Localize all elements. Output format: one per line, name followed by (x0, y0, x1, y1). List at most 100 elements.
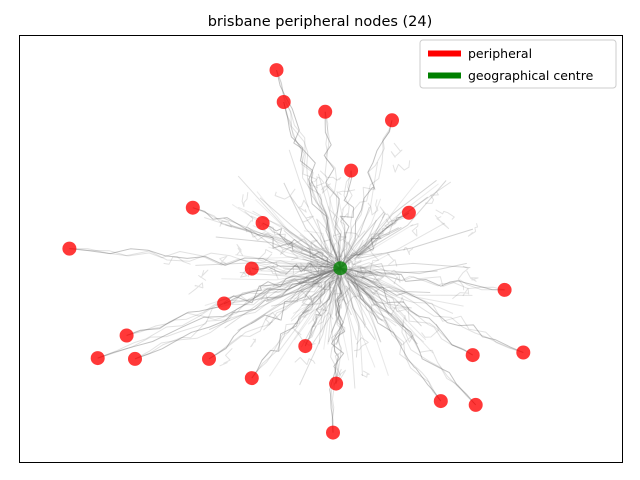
network-edge (341, 287, 352, 316)
network-edge (330, 284, 340, 333)
network-edge (310, 247, 332, 260)
network-edge (298, 199, 310, 213)
network-edge (355, 270, 454, 314)
network-edge (390, 142, 403, 158)
network-edge (188, 282, 204, 295)
peripheral-point (401, 205, 416, 220)
network-edge (235, 254, 328, 266)
network-edge (421, 323, 440, 338)
network-edge (357, 278, 390, 315)
network-edge (339, 267, 477, 406)
network-edge (361, 276, 473, 296)
peripheral-point (468, 397, 483, 412)
network-edge (339, 170, 353, 269)
network-edge (230, 224, 340, 269)
network-edge (327, 274, 339, 345)
network-edge (311, 279, 325, 290)
network-edge (134, 267, 341, 360)
network-edge (321, 183, 332, 194)
network-edge (303, 230, 327, 252)
network-edge (361, 370, 370, 378)
network-edge (340, 267, 524, 353)
network-edge (356, 227, 399, 257)
network-edge (310, 233, 338, 266)
network-edge (294, 356, 316, 366)
geographical-centre-marker (333, 261, 348, 276)
network-edge (356, 180, 447, 257)
network-edge (251, 262, 341, 275)
network-edge (290, 283, 332, 320)
network-edge (204, 217, 333, 268)
network-edge (327, 289, 337, 343)
peripheral-point (202, 351, 216, 366)
network-edge (316, 218, 339, 265)
network-edge (356, 283, 374, 300)
network-edge (370, 302, 378, 321)
network-edge (223, 217, 321, 258)
network-edge (332, 268, 342, 433)
network-edge (262, 222, 341, 269)
network-edge (301, 294, 314, 307)
network-edge (390, 296, 405, 316)
network-edge (192, 207, 341, 269)
network-edge (356, 270, 438, 274)
network-edge (343, 239, 359, 255)
network-edge (397, 308, 407, 328)
network-edge (337, 189, 356, 196)
network-edge (251, 265, 341, 275)
network-edge (239, 268, 327, 277)
network-edge (324, 111, 342, 269)
network-edge (343, 269, 464, 307)
network-edge (357, 283, 403, 346)
network-edge (219, 347, 233, 367)
network-edge (274, 188, 296, 200)
network-edge (392, 160, 411, 173)
network-edge (257, 249, 273, 262)
network-edge (344, 265, 357, 278)
network-edge (347, 228, 381, 256)
network-edge (354, 269, 367, 279)
network-edge (358, 228, 474, 259)
network-edge (384, 218, 396, 229)
network-edge (289, 281, 326, 302)
network-edge (126, 267, 341, 336)
network-edge (314, 176, 325, 187)
peripheral-point (217, 296, 232, 311)
network-edge (290, 196, 330, 254)
network-edge (309, 239, 318, 252)
network-edge (304, 282, 322, 297)
network-edge (223, 267, 341, 304)
peripheral-point (119, 328, 134, 343)
network-edge (126, 267, 341, 336)
network-edge (344, 272, 383, 310)
network-edge (251, 267, 341, 379)
network-edge (424, 191, 439, 204)
network-edge (350, 262, 397, 277)
network-edge (457, 265, 469, 291)
network-edge (208, 277, 321, 331)
network-edge (282, 267, 333, 272)
network-edge (360, 263, 387, 275)
network-edge (251, 267, 341, 379)
network-edge (347, 257, 362, 266)
network-edge (307, 269, 340, 325)
network-edge (192, 207, 341, 269)
network-edge (339, 267, 442, 402)
network-edge (340, 267, 524, 353)
network-edge (318, 274, 341, 345)
network-edge (355, 236, 379, 259)
network-edge (342, 206, 370, 263)
network-edge (351, 178, 420, 256)
network-edge (238, 206, 323, 258)
network-edge (198, 269, 209, 281)
network-edge (346, 276, 418, 345)
network-edge (339, 120, 393, 269)
network-edge (289, 250, 299, 261)
peripheral-point (385, 113, 399, 128)
legend-label-peripheral: peripheral (468, 46, 532, 61)
network-edge (290, 270, 340, 322)
peripheral-point (497, 282, 512, 297)
network-edge (334, 268, 346, 384)
network-edge (252, 225, 341, 269)
